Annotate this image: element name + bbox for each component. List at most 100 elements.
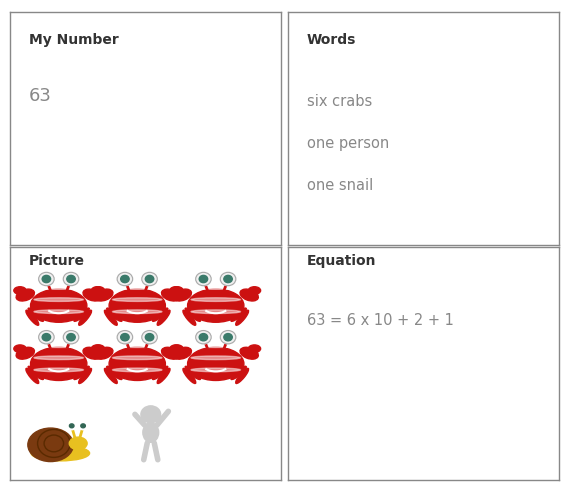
Circle shape bbox=[142, 272, 157, 286]
Ellipse shape bbox=[188, 347, 244, 380]
Ellipse shape bbox=[16, 347, 34, 359]
Ellipse shape bbox=[34, 310, 83, 314]
Ellipse shape bbox=[79, 368, 92, 384]
Ellipse shape bbox=[107, 308, 122, 321]
Text: Words: Words bbox=[307, 33, 356, 47]
Ellipse shape bbox=[113, 344, 162, 347]
Circle shape bbox=[224, 275, 233, 283]
Ellipse shape bbox=[14, 345, 26, 352]
Ellipse shape bbox=[34, 286, 83, 289]
Ellipse shape bbox=[240, 289, 258, 301]
Ellipse shape bbox=[92, 345, 105, 352]
Circle shape bbox=[145, 334, 154, 341]
Text: six crabs: six crabs bbox=[307, 94, 372, 109]
Circle shape bbox=[67, 275, 75, 283]
Ellipse shape bbox=[74, 308, 89, 321]
Text: Equation: Equation bbox=[307, 254, 376, 269]
Ellipse shape bbox=[191, 344, 241, 347]
Ellipse shape bbox=[231, 367, 246, 380]
Ellipse shape bbox=[91, 345, 104, 352]
Text: My Number: My Number bbox=[29, 33, 119, 47]
Ellipse shape bbox=[157, 368, 170, 384]
Text: one person: one person bbox=[307, 136, 389, 150]
Ellipse shape bbox=[249, 345, 260, 352]
Ellipse shape bbox=[83, 289, 101, 301]
Ellipse shape bbox=[191, 368, 241, 372]
Ellipse shape bbox=[152, 308, 168, 321]
Ellipse shape bbox=[107, 367, 122, 380]
Ellipse shape bbox=[231, 308, 246, 321]
Circle shape bbox=[70, 424, 74, 428]
Ellipse shape bbox=[26, 368, 39, 384]
Circle shape bbox=[199, 275, 207, 283]
Ellipse shape bbox=[95, 347, 113, 359]
Circle shape bbox=[42, 334, 51, 341]
Ellipse shape bbox=[104, 310, 117, 325]
Text: 63 = 6 x 10 + 2 + 1: 63 = 6 x 10 + 2 + 1 bbox=[307, 313, 454, 328]
Ellipse shape bbox=[31, 445, 89, 461]
Circle shape bbox=[121, 275, 129, 283]
Circle shape bbox=[196, 272, 211, 286]
Ellipse shape bbox=[189, 365, 207, 375]
Ellipse shape bbox=[183, 310, 196, 325]
Text: one snail: one snail bbox=[307, 177, 373, 193]
Ellipse shape bbox=[170, 287, 182, 294]
Circle shape bbox=[199, 334, 207, 341]
Text: Picture: Picture bbox=[29, 254, 85, 269]
Ellipse shape bbox=[191, 298, 241, 301]
Ellipse shape bbox=[171, 287, 183, 294]
Ellipse shape bbox=[109, 347, 165, 380]
Ellipse shape bbox=[14, 287, 26, 294]
Ellipse shape bbox=[145, 307, 164, 317]
Ellipse shape bbox=[113, 286, 162, 289]
Circle shape bbox=[63, 331, 79, 344]
Ellipse shape bbox=[28, 428, 74, 462]
Ellipse shape bbox=[152, 367, 168, 380]
Ellipse shape bbox=[191, 286, 241, 289]
Ellipse shape bbox=[104, 368, 117, 384]
Ellipse shape bbox=[224, 307, 243, 317]
Ellipse shape bbox=[113, 298, 162, 301]
Circle shape bbox=[117, 272, 133, 286]
Circle shape bbox=[67, 334, 75, 341]
Circle shape bbox=[145, 275, 154, 283]
Ellipse shape bbox=[91, 287, 104, 294]
Ellipse shape bbox=[34, 356, 83, 360]
Ellipse shape bbox=[161, 347, 180, 359]
Ellipse shape bbox=[83, 347, 101, 359]
Circle shape bbox=[141, 406, 161, 423]
Ellipse shape bbox=[170, 345, 182, 352]
Ellipse shape bbox=[161, 289, 180, 301]
Circle shape bbox=[42, 275, 51, 283]
Ellipse shape bbox=[32, 307, 50, 317]
Ellipse shape bbox=[143, 423, 158, 442]
Circle shape bbox=[196, 331, 211, 344]
Ellipse shape bbox=[191, 310, 241, 314]
Ellipse shape bbox=[240, 347, 258, 359]
Ellipse shape bbox=[74, 367, 89, 380]
Ellipse shape bbox=[34, 344, 83, 347]
Ellipse shape bbox=[113, 310, 162, 314]
Ellipse shape bbox=[113, 368, 162, 372]
Ellipse shape bbox=[31, 289, 87, 322]
Ellipse shape bbox=[189, 307, 207, 317]
Circle shape bbox=[142, 331, 157, 344]
Ellipse shape bbox=[224, 365, 243, 375]
Ellipse shape bbox=[188, 289, 244, 322]
Ellipse shape bbox=[157, 310, 170, 325]
Ellipse shape bbox=[28, 308, 43, 321]
Circle shape bbox=[81, 424, 86, 428]
Ellipse shape bbox=[67, 365, 86, 375]
Circle shape bbox=[224, 334, 233, 341]
Ellipse shape bbox=[191, 356, 241, 360]
Ellipse shape bbox=[109, 289, 165, 322]
Ellipse shape bbox=[145, 365, 164, 375]
Circle shape bbox=[39, 331, 54, 344]
Circle shape bbox=[79, 422, 88, 430]
Ellipse shape bbox=[26, 310, 39, 325]
Ellipse shape bbox=[113, 356, 162, 360]
Ellipse shape bbox=[70, 437, 87, 450]
Circle shape bbox=[67, 422, 76, 430]
Ellipse shape bbox=[236, 310, 249, 325]
Ellipse shape bbox=[173, 347, 192, 359]
